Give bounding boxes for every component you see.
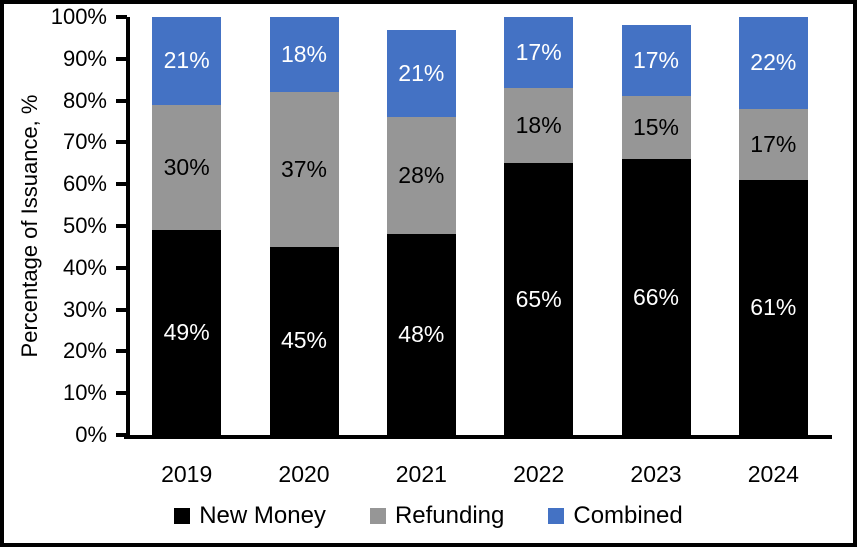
y-tick-label: 100% [50,4,107,29]
legend-item-refunding: Refunding [369,502,505,530]
bar-segment-new-money-2023: 66% [621,159,691,435]
legend-label: New Money [199,502,326,529]
bar-segment-combined-2023: 17% [621,25,691,97]
bar-data-label: 61% [750,294,797,320]
y-tick-mark [116,433,127,437]
x-axis-label-2019: 2019 [161,461,213,487]
bar-data-label: 49% [163,319,210,346]
legend-swatch-icon [369,508,386,524]
y-tick-mark [116,349,127,354]
y-axis-line [126,17,130,439]
legend-label: Refunding [394,502,505,529]
bar-segment-refunding-2021: 28% [386,117,456,235]
bar-segment-refunding-2024: 17% [738,108,808,180]
legend-swatch-icon [174,508,191,524]
legend-item-combined: Combined [548,502,683,530]
bar-data-label: 17% [750,130,797,157]
legend-item-new-money: New Money [174,502,326,530]
y-tick-mark [116,15,127,19]
x-axis-label-2021: 2021 [395,461,447,487]
bar-segment-refunding-2022: 18% [504,88,574,164]
bar-segment-refunding-2023: 15% [621,96,691,160]
bar-data-label: 17% [632,47,680,74]
bar-segment-combined-2019: 21% [152,17,222,105]
x-axis-label-2022: 2022 [513,461,565,487]
x-axis-line [124,435,832,439]
bar-segment-combined-2022: 17% [504,17,574,89]
bar-data-label: 66% [632,283,680,310]
y-tick-label: 60% [62,171,107,197]
y-tick-label: 30% [62,296,107,322]
y-tick-label: 50% [62,213,107,238]
bar-data-label: 22% [750,49,797,76]
y-tick-mark [116,182,127,187]
y-tick-mark [116,224,127,228]
y-tick-label: 40% [62,254,107,280]
bar-data-label: 28% [398,162,445,189]
y-tick-label: 20% [62,338,107,364]
y-tick-label: 90% [62,45,107,71]
bar-segment-new-money-2022: 65% [504,163,574,435]
y-tick-mark [116,140,127,145]
y-tick-label: 0% [75,422,107,447]
bar-segment-combined-2020: 18% [269,17,339,93]
x-axis-label-2023: 2023 [630,461,682,487]
y-tick-mark [116,98,127,103]
bar-data-label: 21% [398,59,445,86]
bar-segment-new-money-2019: 49% [152,230,222,435]
bar-data-label: 18% [515,112,562,139]
y-tick-mark [116,265,127,270]
bar-data-label: 48% [398,321,445,348]
bar-segment-new-money-2021: 48% [386,234,456,435]
bar-segment-combined-2024: 22% [738,17,808,109]
bar-data-label: 17% [515,39,562,66]
y-tick-mark [116,56,127,61]
bar-segment-combined-2021: 21% [386,29,456,118]
bar-segment-refunding-2019: 30% [152,104,222,231]
bar-data-label: 18% [280,41,328,68]
x-axis-label-2024: 2024 [747,461,799,487]
bar-data-label: 30% [163,153,210,180]
legend: New Money Refunding Combined [4,498,853,534]
legend-label: Combined [573,502,683,529]
bar-data-label: 21% [163,47,210,74]
y-tick-mark [116,307,127,312]
y-tick-mark [116,391,127,396]
bar-data-label: 45% [280,327,328,354]
legend-swatch-icon [548,508,565,524]
bar-data-label: 15% [632,114,680,141]
x-axis-label-2020: 2020 [278,461,330,487]
bar-data-label: 37% [280,156,328,183]
y-tick-label: 80% [62,87,107,113]
bar-segment-refunding-2020: 37% [269,92,339,247]
y-tick-label: 70% [62,129,107,155]
bar-segment-new-money-2024: 61% [738,180,808,435]
bar-data-label: 65% [515,285,562,312]
bar-segment-new-money-2020: 45% [269,246,339,435]
y-tick-label: 10% [62,380,107,406]
